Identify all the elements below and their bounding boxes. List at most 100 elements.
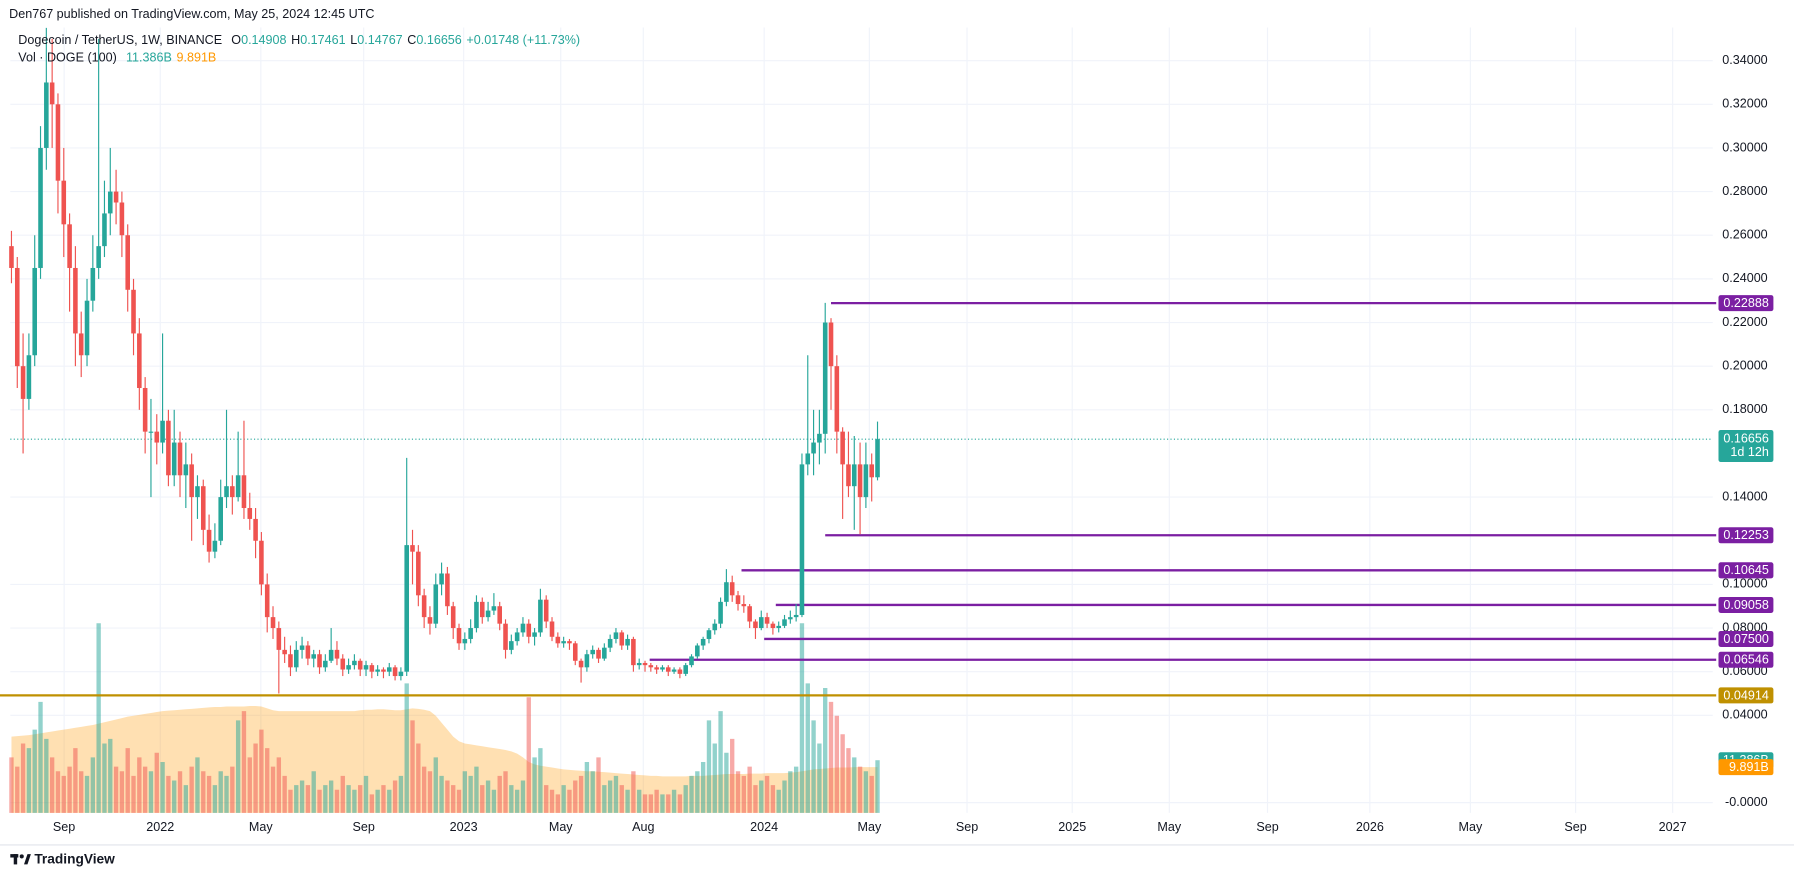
candle-body	[712, 623, 718, 631]
candle-body	[44, 82, 49, 148]
candle-body	[32, 267, 37, 356]
x-tick-label: 2026	[1356, 820, 1384, 834]
volume-bar	[276, 757, 282, 813]
volume-bar	[613, 775, 619, 813]
volume-bar	[119, 771, 125, 813]
volume-bar	[363, 775, 369, 813]
volume-bar	[253, 743, 258, 813]
candle-body	[729, 582, 735, 596]
volume-bar	[840, 734, 845, 813]
level-label: 0.07500	[1723, 632, 1768, 646]
volume-bar	[526, 697, 531, 813]
volume-bar	[235, 720, 241, 813]
volume-bar	[334, 789, 340, 813]
volume-bar	[125, 748, 130, 813]
volume-bar	[532, 757, 537, 813]
volume-bar	[247, 757, 252, 813]
candle-body	[78, 333, 84, 356]
candle-body	[724, 582, 729, 602]
x-tick-label: May	[1157, 820, 1181, 834]
y-tick-label: 0.22000	[1722, 315, 1767, 329]
volume-bar	[788, 771, 793, 813]
candle-body	[49, 82, 55, 105]
volume-bar	[735, 771, 741, 813]
candle-body	[677, 669, 683, 674]
volume-bar	[747, 766, 752, 813]
volume-bar	[631, 771, 636, 813]
ohlc-value: 0.14767	[357, 34, 402, 48]
volume-bar	[323, 785, 328, 813]
candle-body	[299, 645, 305, 650]
volume-bar	[602, 785, 607, 813]
volume-bar	[288, 789, 293, 813]
volume-bar	[358, 785, 363, 813]
volume-bar	[474, 766, 479, 813]
candle-body	[596, 649, 601, 659]
candle-body	[863, 464, 869, 498]
candle-body	[532, 632, 537, 637]
volume-bar	[485, 780, 491, 813]
candle-body	[846, 464, 851, 487]
volume-bar	[265, 748, 270, 813]
x-tick-label: Sep	[956, 820, 978, 834]
y-tick-label: 0.32000	[1722, 97, 1767, 111]
volume-bar	[491, 789, 497, 813]
candle-body	[38, 147, 43, 268]
candle-body	[84, 300, 90, 356]
candle-body	[526, 623, 532, 637]
volume-bar	[700, 762, 706, 813]
candle-body	[235, 475, 241, 498]
volume-bar	[642, 794, 648, 813]
symbol: Dogecoin / TetherUS, 1W, BINANCE	[18, 34, 222, 48]
candle-body	[456, 628, 462, 644]
published-note: Den767 published on TradingView.com, May…	[9, 7, 374, 21]
y-tick-label: 0.08000	[1722, 620, 1767, 634]
change: +0.01748 (+11.73%)	[466, 34, 580, 48]
volume-bar	[206, 775, 212, 813]
candle-body	[817, 433, 822, 443]
candle-body	[270, 617, 276, 629]
candle-body	[782, 619, 787, 626]
candle-body	[631, 638, 636, 666]
candle-body	[189, 464, 194, 498]
volume-bar	[759, 780, 764, 813]
level-label-box	[1718, 687, 1774, 704]
volume-bar	[689, 775, 694, 813]
candle-body	[259, 540, 264, 585]
volume-bar	[49, 757, 55, 813]
candle-body	[439, 573, 444, 585]
volume-bar	[427, 771, 433, 813]
candle-body	[253, 518, 258, 541]
volume-bar	[671, 789, 677, 813]
y-tick-label: 0.30000	[1722, 140, 1767, 154]
candle-body	[421, 595, 427, 618]
candle-body	[758, 617, 764, 629]
volume-bar	[166, 775, 171, 813]
volume-bar	[26, 748, 32, 813]
volume-bar	[730, 738, 735, 813]
volume-bar	[555, 794, 561, 813]
volume-bar	[782, 780, 787, 813]
candle-body	[433, 584, 439, 624]
volume-bar	[328, 780, 334, 813]
ohlc-value: 0.16656	[416, 34, 461, 48]
volume-bar	[387, 789, 392, 813]
candle-body	[578, 660, 584, 668]
candle-body	[445, 573, 450, 607]
candle-body	[514, 632, 520, 642]
volume-bar	[259, 729, 264, 813]
volume-bar	[346, 785, 351, 813]
candle-body	[491, 606, 497, 611]
candle-body	[328, 649, 334, 661]
candle-body	[212, 540, 218, 552]
candle-body	[462, 638, 468, 644]
volume-bar	[433, 757, 438, 813]
candle-body	[613, 632, 619, 639]
candle-body	[224, 486, 229, 498]
volume-bar	[544, 785, 549, 813]
volume-bar	[869, 775, 874, 813]
volume-bar	[201, 771, 206, 813]
volume-bar	[497, 775, 502, 813]
candle-body	[61, 180, 67, 225]
